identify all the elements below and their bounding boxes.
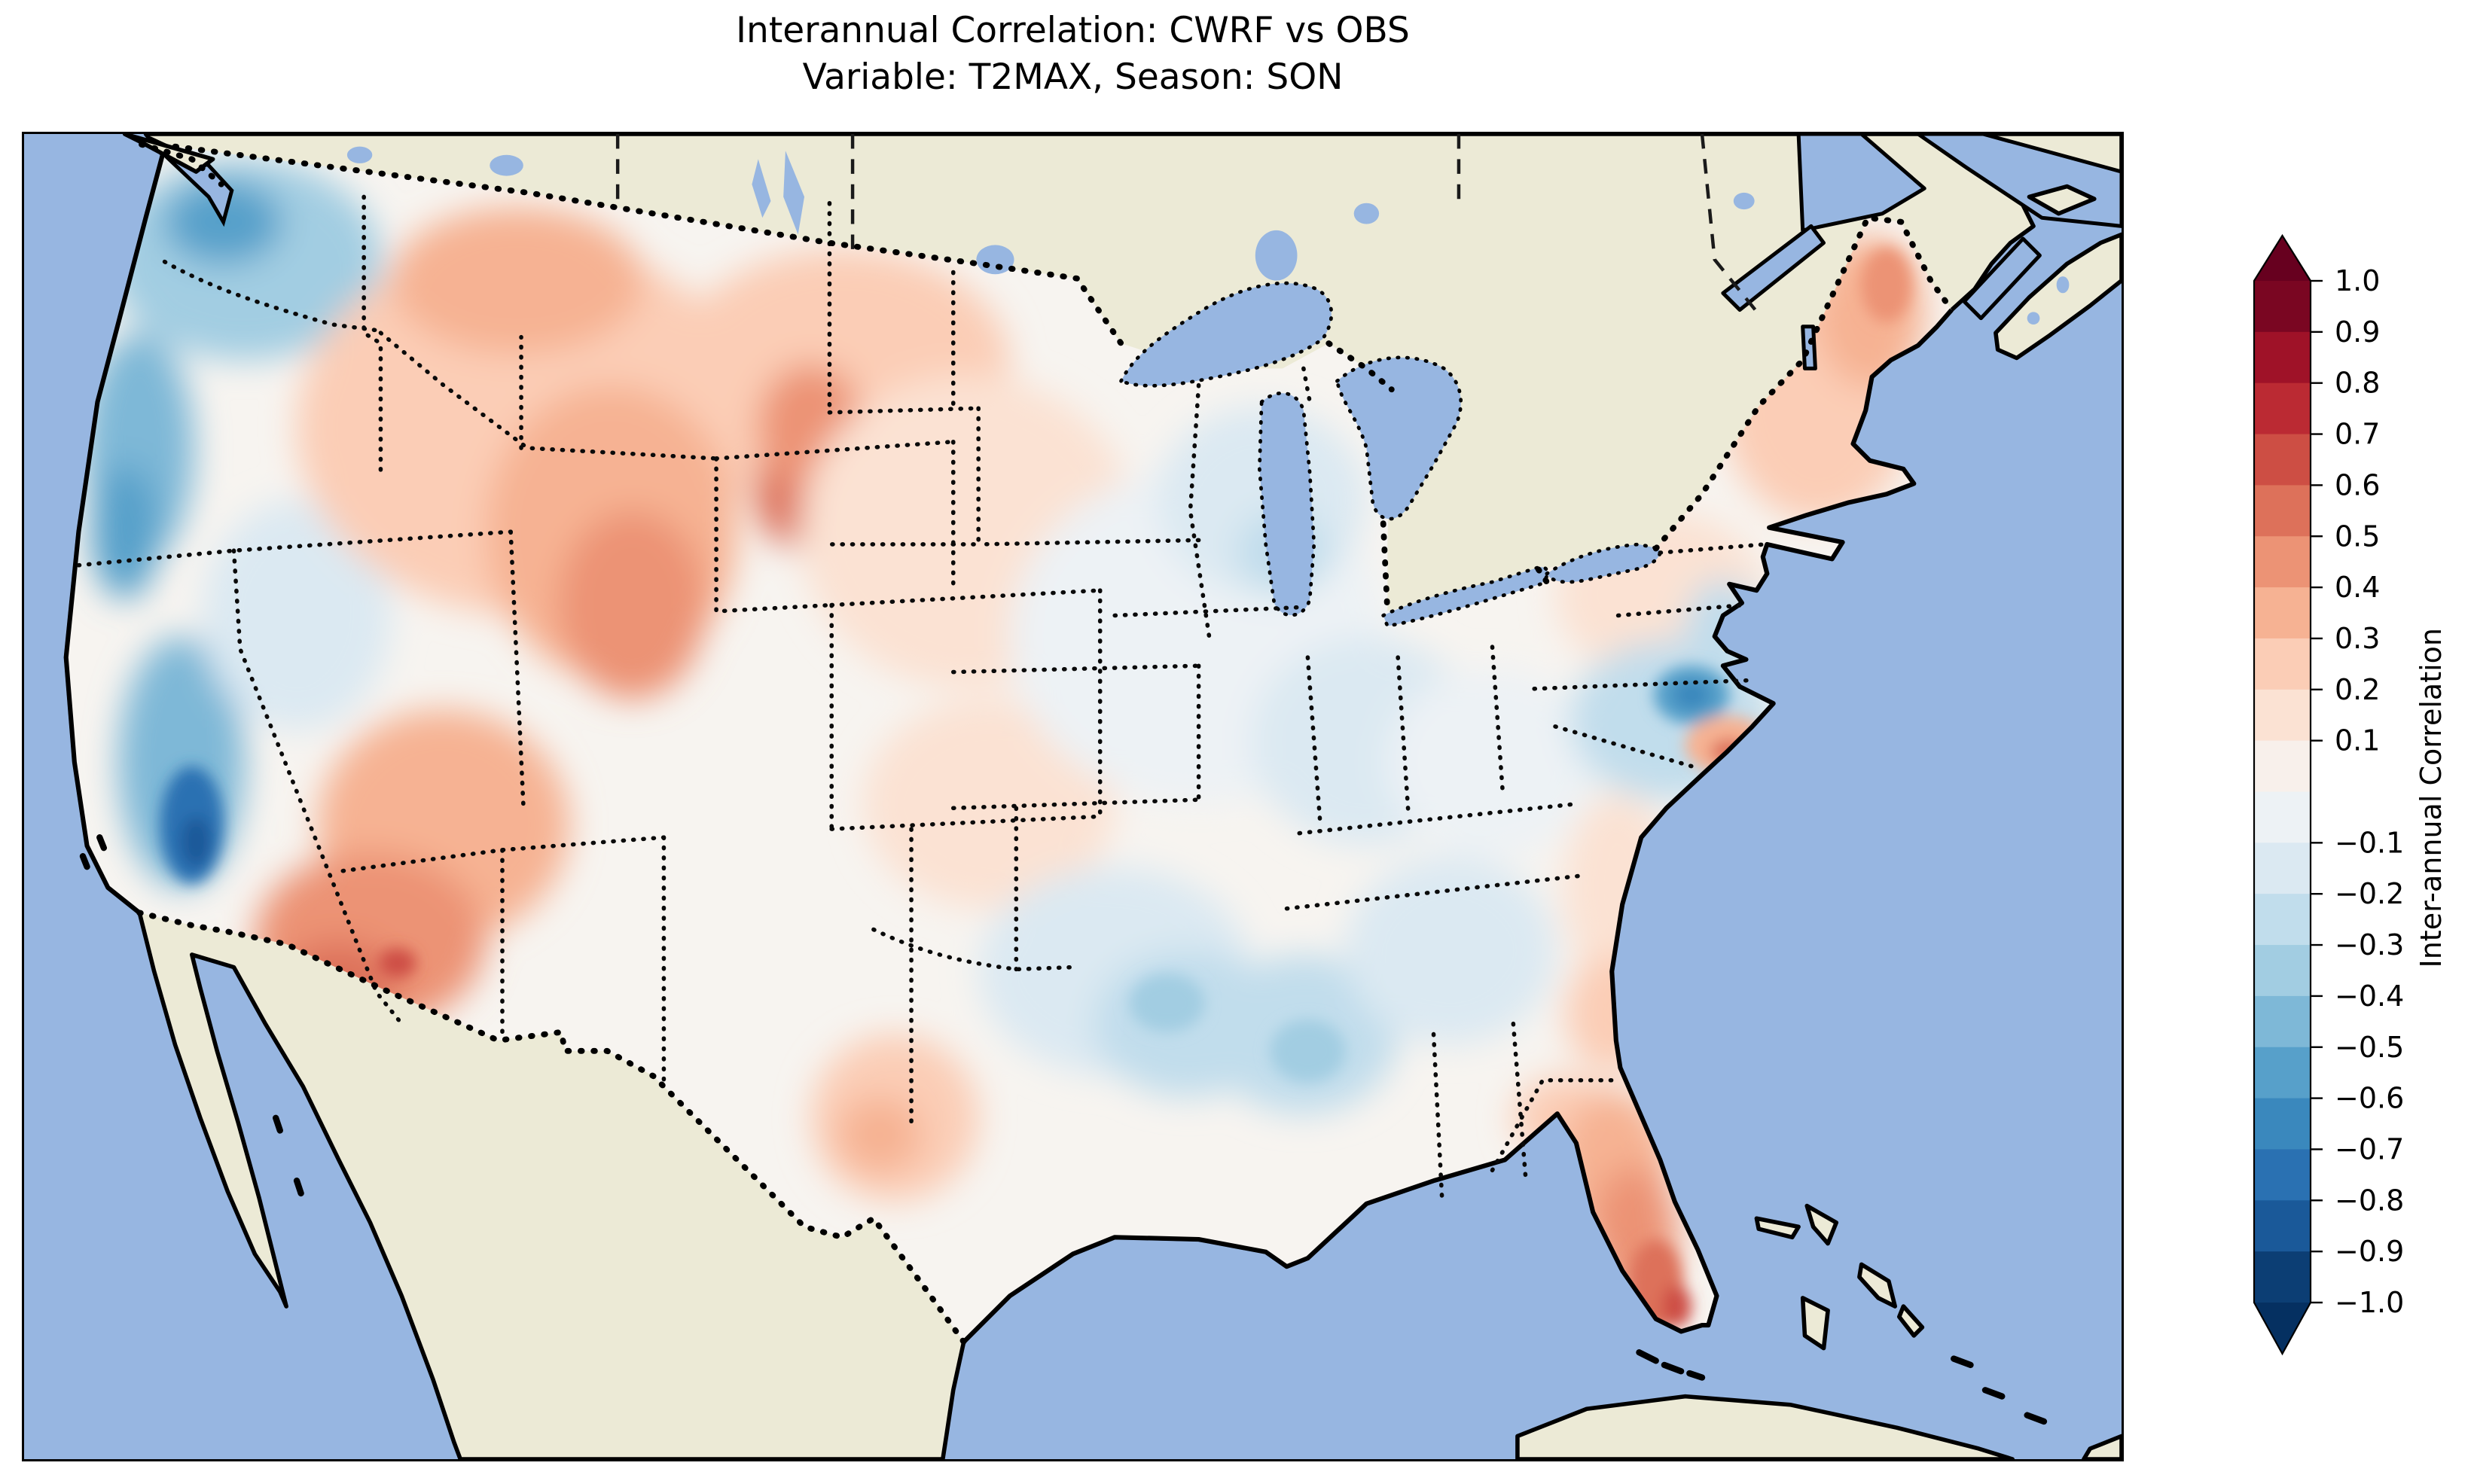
us-coastline — [63, 154, 1954, 1344]
colorbar-tick-label: 0.3 — [2335, 622, 2380, 655]
nova-scotia — [1994, 232, 2122, 361]
colorbar-segment — [2254, 382, 2311, 435]
bay-of-fundy — [1962, 236, 2042, 321]
colorbar-tick-label: −0.3 — [2335, 928, 2404, 961]
figure-title-line2: Variable: T2MAX, Season: SON — [802, 56, 1344, 99]
eleuthera — [1857, 1262, 1898, 1309]
colorbar-segments — [2254, 281, 2311, 1303]
hispaniola-corner — [2082, 1434, 2122, 1459]
colorbar-tick-label: −0.4 — [2335, 980, 2404, 1013]
colorbar-ticks: 1.0 0.9 0.8 0.7 0.6 0.5 0.4 0.3 0.2 0.1 −0.1 −0.2 −0… — [2311, 264, 2404, 1319]
colorbar-tick-label: −0.5 — [2335, 1031, 2404, 1064]
colorbar-segment — [2254, 1098, 2311, 1150]
colorbar-segment — [2254, 485, 2311, 537]
colorbar-tick-label: 0.1 — [2335, 724, 2380, 757]
colorbar-segment — [2254, 587, 2311, 639]
colorbar-label: Inter-annual Correlation — [2415, 628, 2448, 968]
colorbar-segment — [2254, 995, 2311, 1048]
colorbar-tick-label: 0.4 — [2335, 571, 2380, 604]
colorbar-tick-label: −0.9 — [2335, 1235, 2404, 1268]
exuma — [1897, 1304, 1925, 1338]
colorbar-tick-label: 0.6 — [2335, 468, 2380, 501]
colorbar-segment — [2254, 536, 2311, 588]
st-lawrence-river — [1721, 224, 1826, 312]
colorbar-tick-label: −0.1 — [2335, 826, 2404, 859]
province-borders — [615, 134, 1760, 315]
grand-bahama — [1754, 1216, 1801, 1240]
colorbar-tick-label: 0.2 — [2335, 673, 2380, 706]
canadian-lakes — [346, 146, 1843, 281]
colorbar-extend-over-arrow — [2254, 236, 2311, 281]
lake-erie — [1381, 565, 1549, 628]
colorbar-segment — [2254, 281, 2311, 333]
international-borders — [136, 142, 1955, 1345]
colorbar-segment — [2254, 843, 2311, 894]
colorbar-segment — [2254, 945, 2311, 997]
nova-scotia-lakes — [2027, 276, 2070, 325]
colorbar: 1.0 0.9 0.8 0.7 0.6 0.5 0.4 0.3 0.2 0.1 −0.1 −0.2 −0… — [2253, 233, 2404, 1356]
colorbar-tick-label: 0.7 — [2335, 418, 2380, 451]
us-canada-border — [139, 142, 1955, 614]
colorbar-segment — [2254, 331, 2311, 384]
colorbar-tick-label: 0.8 — [2335, 367, 2380, 400]
colorbar-label-strip: Inter-annual Correlation — [2408, 226, 2454, 1370]
map-axes — [22, 132, 2124, 1461]
colorbar-tick-label: 0.5 — [2335, 520, 2380, 553]
st-lawrence-estuary — [1796, 134, 1926, 233]
colorbar-tick-label: −0.6 — [2335, 1082, 2404, 1115]
conus-correlation-map — [24, 134, 2122, 1459]
small-island-dashes — [79, 834, 2048, 1425]
andros — [1800, 1296, 1830, 1351]
colorbar-segment — [2254, 689, 2311, 742]
prince-edward-island — [2027, 184, 2097, 216]
colorbar-tick-label: −0.2 — [2335, 877, 2404, 910]
colorbar-segment — [2254, 1251, 2311, 1303]
colorbar-segment — [2254, 894, 2311, 946]
colorbar-extend-under-arrow — [2254, 1303, 2311, 1354]
colorbar-segment — [2254, 1149, 2311, 1201]
colorbar-segment — [2254, 434, 2311, 486]
state-borders — [76, 194, 1768, 1200]
islands — [122, 134, 2122, 1459]
colorbar-segment — [2254, 791, 2311, 843]
colorbar-tick-label: 1.0 — [2335, 264, 2380, 297]
colorbar-segment — [2254, 740, 2311, 793]
lake-huron — [1335, 355, 1463, 521]
us-mexico-border — [136, 910, 967, 1345]
abaco — [1804, 1203, 1839, 1246]
colorbar-tick-label: −1.0 — [2335, 1286, 2404, 1319]
colorbar-tick-label: −0.8 — [2335, 1184, 2404, 1217]
colorbar-segment — [2254, 1047, 2311, 1099]
figure-title-line1: Interannual Correlation: CWRF vs OBS — [736, 10, 1410, 51]
colorbar-segment — [2254, 1200, 2311, 1252]
colorbar-segment — [2254, 638, 2311, 690]
lake-champlain — [1801, 325, 1817, 370]
cuba — [1515, 1394, 2015, 1459]
colorbar-tick-label: 0.9 — [2335, 315, 2380, 349]
figure-title: Interannual Correlation: CWRF vs OBS Var… — [0, 8, 2146, 101]
lake-superior — [1119, 281, 1334, 388]
colorbar-tick-label: −0.7 — [2335, 1132, 2404, 1166]
